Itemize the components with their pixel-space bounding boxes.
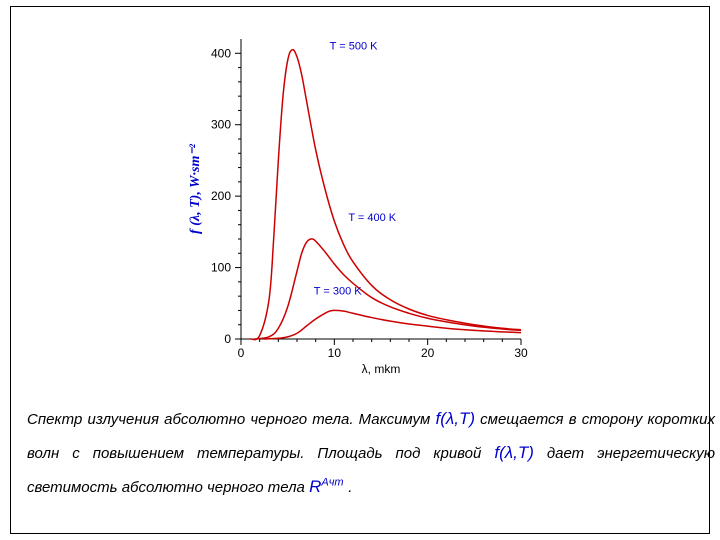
caption-formula-3: RAчт (309, 477, 348, 496)
svg-text:30: 30 (514, 346, 528, 360)
svg-text:100: 100 (211, 261, 231, 275)
svg-text:0: 0 (238, 346, 245, 360)
caption-formula-2: f(λ,T) (494, 443, 534, 462)
svg-text:T = 500 K: T = 500 K (330, 41, 378, 53)
svg-text:0: 0 (224, 332, 231, 346)
svg-text:20: 20 (421, 346, 435, 360)
caption-f3-sup: Aчт (321, 476, 343, 488)
svg-text:T = 300 K: T = 300 K (314, 286, 362, 298)
svg-text:400: 400 (211, 46, 231, 60)
chart-svg: 0 100 200 300 400 0 10 20 30 λ, mkm f (λ, T), W·sm… (181, 19, 541, 389)
caption-text-4: . (348, 479, 352, 496)
content-frame: 0 100 200 300 400 0 10 20 30 λ, mkm f (λ, T), W·sm… (10, 6, 710, 534)
caption-f3-base: R (309, 477, 321, 496)
svg-text:λ, mkm: λ, mkm (362, 362, 401, 376)
blackbody-spectrum-chart: 0 100 200 300 400 0 10 20 30 λ, mkm f (λ, T), W·sm… (181, 19, 541, 389)
svg-text:200: 200 (211, 189, 231, 203)
svg-text:10: 10 (328, 346, 342, 360)
caption-text-1: Спектр излучения абсолютно черного тела.… (27, 411, 435, 428)
svg-text:300: 300 (211, 118, 231, 132)
caption-formula-1: f(λ,T) (435, 409, 475, 428)
figure-caption: Спектр излучения абсолютно черного тела.… (21, 402, 720, 504)
svg-text:f (λ, T), W·sm⁻²: f (λ, T), W·sm⁻² (188, 143, 203, 234)
svg-text:T = 400 K: T = 400 K (348, 212, 396, 224)
